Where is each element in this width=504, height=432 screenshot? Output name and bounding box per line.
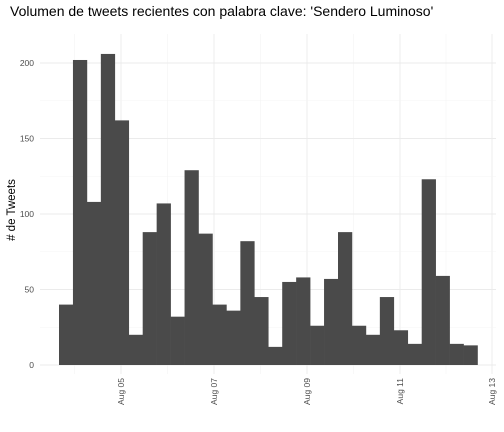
histogram-bar [226,310,241,365]
histogram-bar [282,281,297,365]
y-axis-label: # de Tweets [6,179,18,241]
y-tick-label: 200 [20,58,34,68]
histogram-bar [421,179,436,365]
histogram-bar [310,325,325,365]
y-tick-label: 50 [25,285,35,295]
x-tick-label: Aug 11 [395,378,405,405]
histogram-bar [463,345,478,365]
histogram-bar [100,53,116,365]
histogram-bar [59,304,74,365]
histogram-bar [407,343,422,365]
histogram-bar [72,59,88,365]
x-tick-label: Aug 05 [116,378,126,405]
histogram-bar [142,232,157,365]
histogram-bar [254,297,269,365]
x-tick-label: Aug 07 [209,378,219,405]
histogram-bar [296,277,311,365]
x-axis-ticks: Aug 05 Aug 07 Aug 09 Aug 11 Aug 13 [116,378,497,405]
histogram-bar [351,325,367,365]
histogram-bar [435,275,450,365]
y-axis-ticks: 0 50 100 150 200 [20,58,34,370]
y-tick-label: 150 [20,134,34,144]
histogram-bar [379,297,395,365]
histogram-bar [449,343,464,365]
histogram-bar [156,203,171,365]
y-tick-label: 100 [20,209,34,219]
histogram-bar [212,304,227,365]
histogram-bar [240,241,255,365]
x-tick-label: Aug 09 [302,378,312,405]
histogram-bar [365,334,381,365]
histogram-bar [324,278,339,365]
histogram-bar [184,170,199,365]
x-tick-label: Aug 13 [487,378,497,405]
histogram-bar [170,316,185,365]
histogram-bar [338,232,353,365]
histogram-bar [114,120,130,365]
histogram-bar [86,201,102,365]
histogram-bar [268,346,283,365]
histogram-bar [198,233,213,365]
histogram-bar [393,330,409,365]
chart-title: Volumen de tweets recientes con palabra … [10,3,433,19]
histogram-bar [128,334,143,365]
y-tick-label: 0 [29,360,34,370]
bars [59,53,478,365]
